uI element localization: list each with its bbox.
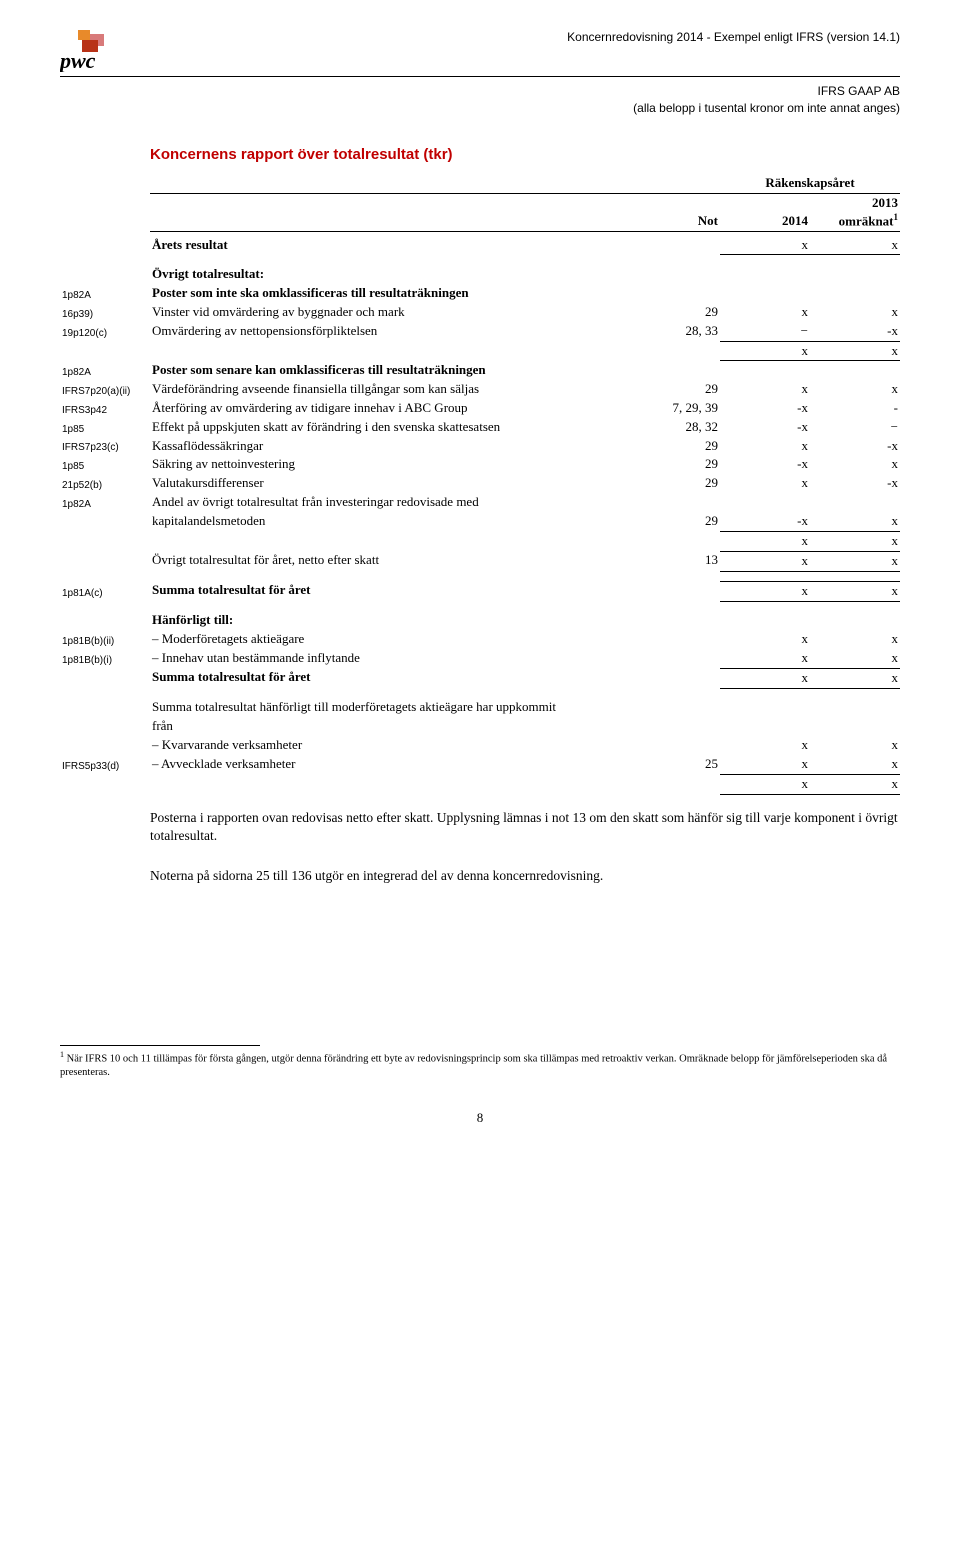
income-statement-table: Räkenskapsåret Not 2014 2013omräknat1 År… xyxy=(60,174,900,795)
pwc-logo: pwc xyxy=(60,30,116,72)
pwc-logo-mark: pwc xyxy=(60,30,116,72)
row-r10: 21p52(b) Valutakursdifferenser 29 x -x xyxy=(60,474,900,493)
row-r5: IFRS7p20(a)(ii) Värdeförändring avseende… xyxy=(60,380,900,399)
col-not: Not xyxy=(650,193,720,231)
company-name: IFRS GAAP AB xyxy=(818,84,900,98)
row-r1: 1p82A Poster som inte ska omklassificera… xyxy=(60,284,900,303)
company-info: IFRS GAAP AB (alla belopp i tusental kro… xyxy=(60,83,900,117)
row-r4: 1p82A Poster som senare kan omklassifice… xyxy=(60,361,900,380)
row-r12: Övrigt totalresultat för året, netto eft… xyxy=(60,551,900,571)
row-arets-resultat: Årets resultat x x xyxy=(60,236,900,255)
row-r2: 16p39) Vinster vid omvärdering av byggna… xyxy=(60,303,900,322)
header-rule xyxy=(60,76,900,77)
section-title: Koncernens rapport över totalresultat (t… xyxy=(150,145,900,165)
row-r15: 1p81B(b)(i) – Innehav utan bestämmande i… xyxy=(60,649,900,668)
row-r8: IFRS7p23(c) Kassaflödessäkringar 29 x -x xyxy=(60,437,900,456)
row-r14: 1p81B(b)(ii) – Moderföretagets aktieägar… xyxy=(60,630,900,649)
col-y2: 2013omräknat1 xyxy=(810,193,900,231)
row-r3: 19p120(c) Omvärdering av nettopensionsfö… xyxy=(60,322,900,341)
doc-title: Koncernredovisning 2014 - Exempel enligt… xyxy=(567,30,900,46)
footnote-text: 1 När IFRS 10 och 11 tillämpas för först… xyxy=(60,1050,900,1080)
row-ovrigt-header: Övrigt totalresultat: xyxy=(60,265,900,284)
row-r6: IFRS3p42 Återföring av omvärdering av ti… xyxy=(60,399,900,418)
row-sub3: x x xyxy=(60,774,900,794)
body-para-2: Noterna på sidorna 25 till 136 utgör en … xyxy=(150,867,900,885)
row-r16: Summa totalresultat för året x x xyxy=(60,668,900,688)
col-header-super: Räkenskapsåret xyxy=(60,174,900,193)
row-sub1: x x xyxy=(60,341,900,361)
col-header-row: Not 2014 2013omräknat1 xyxy=(60,193,900,231)
col-super: Räkenskapsåret xyxy=(720,174,900,193)
row-block2a: Summa totalresultat hänförligt till mode… xyxy=(60,698,900,717)
row-block2b: från xyxy=(60,717,900,736)
company-subtitle: (alla belopp i tusental kronor om inte a… xyxy=(633,101,900,115)
row-r13: 1p81A(c) Summa totalresultat för året x … xyxy=(60,581,900,601)
row-r7: 1p85 Effekt på uppskjuten skatt av förän… xyxy=(60,418,900,437)
svg-text:pwc: pwc xyxy=(60,48,96,72)
body-para-1: Posterna i rapporten ovan redovisas nett… xyxy=(150,809,900,845)
page-header: pwc Koncernredovisning 2014 - Exempel en… xyxy=(60,30,900,72)
row-r9: 1p85 Säkring av nettoinvestering 29 -x x xyxy=(60,455,900,474)
row-hanf-header: Hänförligt till: xyxy=(60,611,900,630)
row-r11b: kapitalandelsmetoden 29 -x x xyxy=(60,512,900,531)
row-sub2: x x xyxy=(60,531,900,551)
footnote-rule xyxy=(60,1045,260,1046)
row-r18: IFRS5p33(d) – Avvecklade verksamheter 25… xyxy=(60,755,900,774)
page-number: 8 xyxy=(60,1110,900,1127)
col-y1: 2014 xyxy=(720,193,810,231)
row-r17: – Kvarvarande verksamheter x x xyxy=(60,736,900,755)
row-r11a: 1p82A Andel av övrigt totalresultat från… xyxy=(60,493,900,512)
